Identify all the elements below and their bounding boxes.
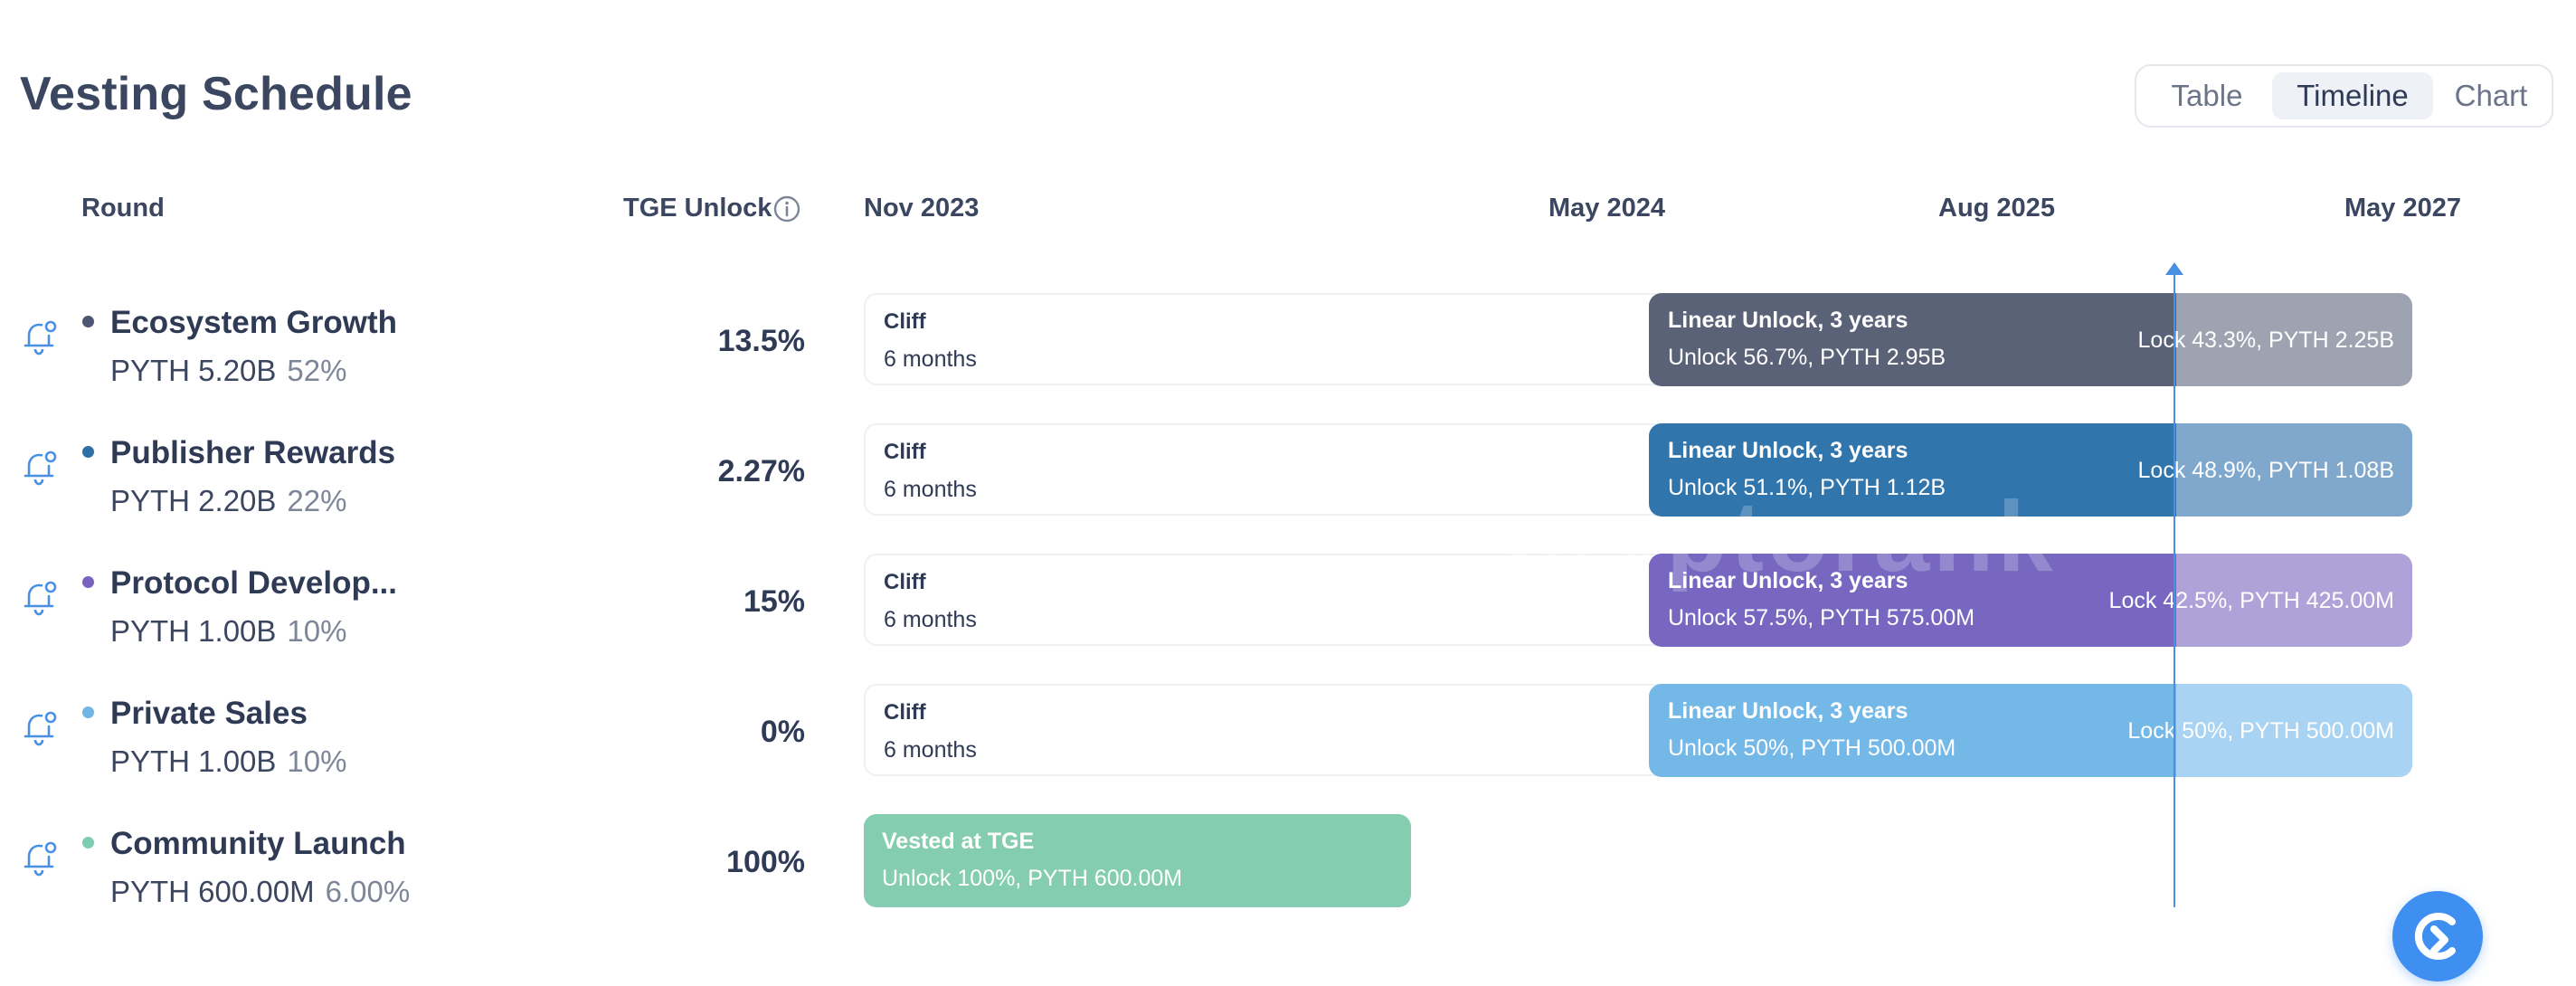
row-color-dot (82, 316, 94, 327)
timeline-label-end: May 2027 (2344, 194, 2461, 223)
amount-value: PYTH 1.00B (110, 614, 277, 648)
info-icon[interactable] (772, 194, 801, 223)
cliff-bar: Cliff 6 months (864, 554, 1768, 646)
amount-value: PYTH 5.20B (110, 354, 277, 387)
round-name: Community Launch (110, 826, 406, 861)
cliff-bar: Cliff 6 months (864, 684, 1768, 776)
cliff-bar: Cliff 6 months (864, 293, 1768, 385)
lock-text: Lock 42.5%, PYTH 425.00M (2108, 588, 2394, 613)
amount-value: PYTH 2.20B (110, 484, 277, 517)
cliff-bar: Cliff 6 months (864, 423, 1768, 516)
share-percent: 22% (287, 484, 347, 517)
bell-alert-icon[interactable] (20, 838, 62, 879)
unlocked-segment (1649, 554, 2176, 647)
linear-unlock-bar[interactable]: Linear Unlock, 3 years Unlock 56.7%, PYT… (1649, 293, 2412, 386)
share-percent: 52% (287, 354, 347, 387)
tab-timeline[interactable]: Timeline (2272, 72, 2433, 119)
locked-segment (2176, 423, 2412, 517)
linear-label: Linear Unlock, 3 years (1668, 568, 1908, 593)
row-color-dot (82, 576, 94, 588)
cryptorank-logo-icon (2414, 913, 2456, 960)
linear-unlock-bar[interactable]: Linear Unlock, 3 years Unlock 51.1%, PYT… (1649, 423, 2412, 517)
tge-unlock-value: 15% (743, 584, 805, 619)
round-amount: PYTH 5.20B 52% (110, 354, 346, 388)
page-title: Vesting Schedule (20, 68, 412, 120)
share-percent: 10% (287, 614, 347, 648)
view-toggle: Table Timeline Chart (2135, 64, 2553, 128)
tge-unlock-value: 2.27% (717, 454, 805, 488)
unlock-text: Unlock 50%, PYTH 500.00M (1668, 735, 1956, 761)
tge-unlock-column-header: TGE Unlock (623, 194, 772, 223)
linear-label: Linear Unlock, 3 years (1668, 308, 1908, 333)
timeline-label-2: May 2024 (1548, 194, 1665, 223)
vested-at-tge-bar[interactable]: Vested at TGE Unlock 100%, PYTH 600.00M (864, 814, 1411, 907)
locked-segment (2176, 293, 2412, 386)
round-amount: PYTH 1.00B 10% (110, 614, 346, 649)
watermark: cryptorank (1506, 481, 2057, 593)
share-percent: 10% (287, 744, 347, 778)
amount-value: PYTH 1.00B (110, 744, 277, 778)
locked-segment (2176, 554, 2412, 647)
share-percent: 6.00% (325, 875, 411, 908)
unlock-text: Unlock 57.5%, PYTH 575.00M (1668, 605, 1975, 630)
unlocked-segment (1649, 684, 2176, 777)
cliff-duration: 6 months (884, 607, 977, 632)
round-amount: PYTH 600.00M 6.00% (110, 875, 410, 909)
today-marker-arrow (2165, 262, 2183, 275)
unlock-text: Unlock 51.1%, PYTH 1.12B (1668, 475, 1946, 500)
row-color-dot (82, 446, 94, 458)
round-amount: PYTH 1.00B 10% (110, 744, 346, 779)
tge-unlock-value: 13.5% (717, 324, 805, 358)
today-marker-line (2174, 271, 2175, 907)
tab-table[interactable]: Table (2171, 79, 2243, 112)
cliff-label: Cliff (884, 309, 926, 334)
round-name: Publisher Rewards (110, 435, 396, 470)
lock-text: Lock 43.3%, PYTH 2.25B (2137, 327, 2394, 353)
bell-alert-icon[interactable] (20, 317, 62, 358)
bell-alert-icon[interactable] (20, 447, 62, 488)
bell-alert-icon[interactable] (20, 577, 62, 619)
linear-label: Linear Unlock, 3 years (1668, 698, 1908, 724)
tab-chart[interactable]: Chart (2454, 79, 2528, 112)
linear-unlock-bar[interactable]: Linear Unlock, 3 years Unlock 50%, PYTH … (1649, 684, 2412, 777)
cliff-label: Cliff (884, 570, 926, 594)
cliff-duration: 6 months (884, 346, 977, 372)
unlock-text: Unlock 56.7%, PYTH 2.95B (1668, 345, 1946, 370)
vested-label: Vested at TGE (882, 829, 1035, 854)
row-color-dot (82, 837, 94, 849)
linear-unlock-bar[interactable]: Linear Unlock, 3 years Unlock 57.5%, PYT… (1649, 554, 2412, 647)
unlock-text: Unlock 100%, PYTH 600.00M (882, 866, 1183, 891)
round-name: Private Sales (110, 696, 308, 731)
linear-label: Linear Unlock, 3 years (1668, 438, 1908, 463)
timeline-label-3: Aug 2025 (1938, 194, 2055, 223)
locked-segment (2176, 684, 2412, 777)
lock-text: Lock 48.9%, PYTH 1.08B (2137, 458, 2394, 483)
bell-alert-icon[interactable] (20, 707, 62, 749)
cliff-duration: 6 months (884, 477, 977, 502)
amount-value: PYTH 600.00M (110, 875, 315, 908)
unlocked-segment (1649, 423, 2176, 517)
cliff-duration: 6 months (884, 737, 977, 763)
tge-unlock-value: 100% (726, 845, 805, 879)
round-name: Protocol Develop... (110, 565, 397, 601)
cliff-label: Cliff (884, 700, 926, 725)
round-name: Ecosystem Growth (110, 305, 398, 340)
cryptorank-button[interactable] (2392, 891, 2483, 981)
lock-text: Lock 50%, PYTH 500.00M (2127, 718, 2394, 744)
unlocked-segment (1649, 293, 2176, 386)
timeline-label-start: Nov 2023 (864, 194, 980, 223)
cliff-label: Cliff (884, 440, 926, 464)
round-column-header: Round (81, 194, 165, 223)
round-amount: PYTH 2.20B 22% (110, 484, 346, 518)
tge-unlock-value: 0% (760, 715, 805, 749)
row-color-dot (82, 706, 94, 718)
